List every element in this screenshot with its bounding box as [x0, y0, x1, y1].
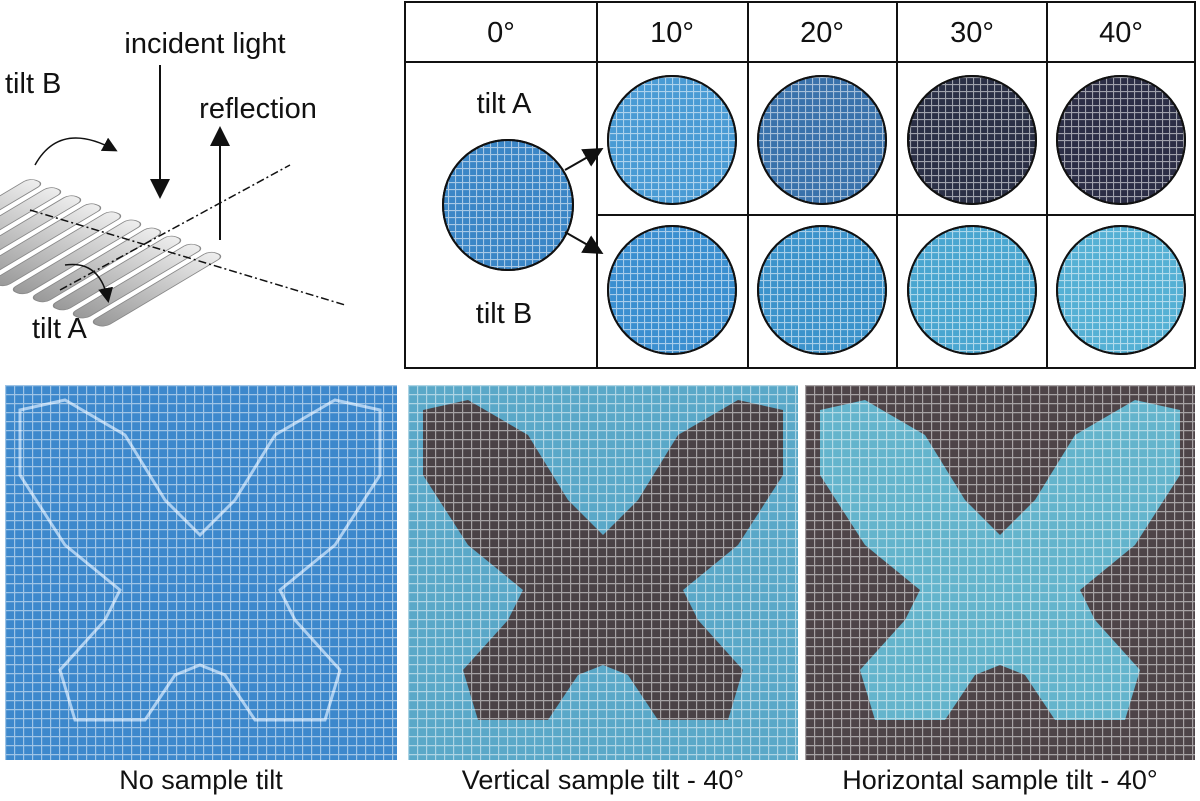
header-cell: 30° [950, 17, 994, 49]
table-grid [404, 1, 1196, 369]
sample-circles [442, 75, 1186, 355]
panel-horizontal-tilt [805, 385, 1195, 760]
header-cell: 40° [1099, 17, 1143, 49]
row-label: tilt A [477, 88, 532, 120]
reflection-label: reflection [199, 93, 317, 125]
panel-caption: Vertical sample tilt - 40° [462, 765, 744, 795]
row-label: tilt B [476, 298, 532, 330]
rod-stack [0, 65, 346, 327]
tilt-a-label: tilt A [32, 313, 87, 345]
panel-no-tilt [5, 385, 397, 760]
panel-caption: Horizontal sample tilt - 40° [842, 765, 1157, 795]
panel-vertical-tilt [408, 385, 798, 760]
header-cell: 10° [650, 17, 694, 49]
header-cell: 20° [800, 17, 844, 49]
header-cell: 0° [487, 17, 515, 49]
tilt-b-label: tilt B [5, 68, 61, 100]
panel-caption: No sample tilt [119, 765, 283, 795]
incident-light-label: incident light [124, 28, 285, 60]
